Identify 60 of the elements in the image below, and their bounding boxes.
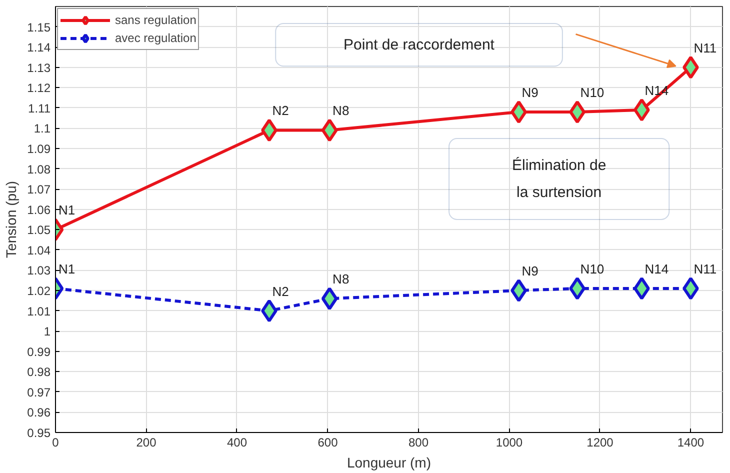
annotation: N8 — [332, 103, 350, 118]
y-tick-label: 1.1 — [34, 122, 51, 136]
x-tick-label: 1000 — [496, 436, 523, 450]
y-axis-title: Tension (pu) — [3, 180, 20, 258]
point — [682, 56, 699, 79]
x-tick-label: 0 — [52, 436, 60, 450]
y-tick-label: 1.14 — [27, 40, 51, 55]
y-tick-label: 1.07 — [27, 182, 51, 197]
y-tick-label: 1.03 — [27, 264, 51, 278]
y-tick-label: 0.96 — [27, 406, 51, 420]
y-tick-label: 1.15 — [27, 20, 51, 34]
annotation: N2 — [272, 103, 289, 118]
y-tick-label: 1.06 — [27, 202, 51, 217]
annotation: N1 — [58, 261, 76, 276]
x-tick-label: 200 — [136, 436, 157, 450]
point — [261, 299, 278, 322]
annotation: N11 — [694, 261, 717, 276]
y-tick-label: 0.97 — [27, 385, 51, 400]
x-tick-label: 400 — [226, 436, 248, 450]
y-tick-label: 1.13 — [27, 60, 51, 75]
y-tick-label: 1.08 — [27, 162, 51, 176]
y-tick-label: 1.05 — [27, 223, 51, 238]
annotation: N11 — [694, 40, 717, 56]
annotation: N9 — [522, 264, 538, 278]
x-tick-label: 600 — [318, 436, 338, 450]
point — [569, 276, 586, 300]
y-tick-label: 0.99 — [27, 344, 51, 359]
y-tick-label: 0.98 — [27, 365, 51, 380]
legend-label: sans regulation — [115, 13, 196, 27]
y-tick-label: 1.12 — [27, 81, 51, 96]
point — [569, 100, 586, 124]
point — [510, 100, 527, 124]
annotation: N14 — [644, 261, 669, 276]
point — [321, 118, 338, 142]
x-axis-title: Longueur (m) — [346, 454, 432, 470]
y-tick-label: 1.04 — [27, 243, 51, 258]
annotation: Élimination de la surtension — [512, 156, 606, 202]
point — [682, 276, 699, 300]
point — [634, 98, 650, 122]
y-tick-label: 1.11 — [28, 101, 51, 116]
point — [321, 287, 338, 310]
y-tick-label: 1.02 — [27, 284, 51, 298]
annotation: N8 — [332, 272, 350, 287]
annotation: N10 — [580, 84, 604, 100]
x-tick-label: 1200 — [586, 436, 614, 450]
y-tick-label: 1.01 — [27, 304, 51, 318]
annotation: N1 — [58, 202, 76, 218]
y-tick-label: 1 — [44, 324, 51, 339]
annotation: N9 — [522, 84, 538, 100]
annotation: N2 — [272, 284, 289, 299]
y-tick-label: 1.09 — [27, 142, 51, 156]
x-tick-label: 1400 — [677, 436, 704, 450]
point — [510, 279, 527, 302]
annotation: Point de raccordement — [344, 36, 496, 54]
point — [634, 276, 650, 300]
annotation: N10 — [580, 261, 604, 276]
point — [261, 118, 278, 142]
legend-label: avec regulation — [115, 31, 196, 45]
y-tick-label: 0.95 — [27, 426, 51, 440]
x-tick-label: 800 — [408, 436, 429, 450]
